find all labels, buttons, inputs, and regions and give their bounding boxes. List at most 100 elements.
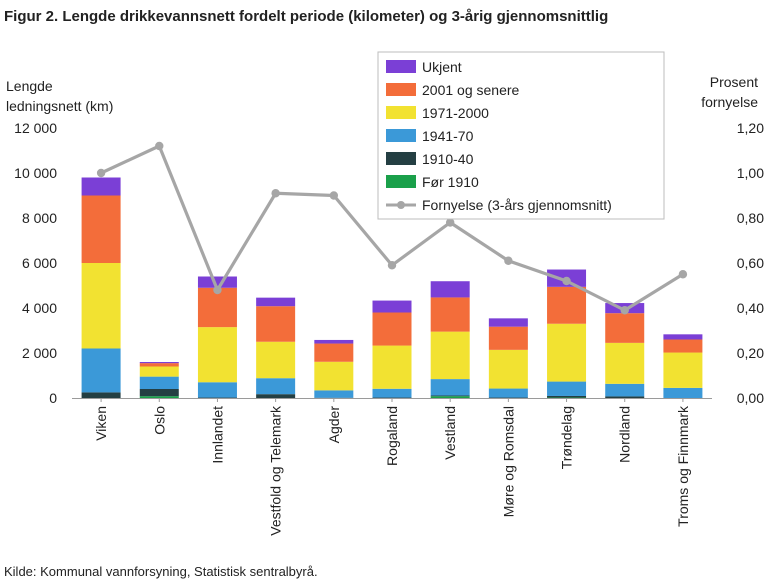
bar-segment [547, 323, 587, 382]
bar-segment [256, 378, 296, 395]
bar-segment [314, 361, 354, 391]
x-tick-label: Nordland [617, 406, 633, 463]
bar-segment [605, 313, 645, 343]
y-tick-label-left: 6 000 [22, 255, 57, 271]
source-note: Kilde: Kommunal vannforsyning, Statistis… [4, 564, 318, 579]
line-point [562, 276, 571, 286]
legend-swatch [386, 152, 416, 165]
bar-segment [372, 345, 412, 389]
bar-segment [430, 281, 470, 298]
bar-segment [256, 394, 296, 398]
legend-swatch-marker [397, 201, 405, 209]
x-tick-label: Innlandet [209, 406, 225, 464]
legend-label: 1971-2000 [422, 105, 489, 121]
bar-segment [663, 334, 703, 340]
y-tick-label-left: 0 [49, 390, 57, 406]
line-point [387, 261, 397, 270]
line-point [213, 285, 222, 295]
bar-segment [430, 379, 470, 396]
bar-segment [139, 366, 179, 377]
line-point [678, 270, 688, 279]
x-tick-label: Møre og Romsdal [500, 406, 516, 517]
legend-label: 2001 og senere [422, 82, 520, 98]
bar-segment [430, 331, 470, 380]
y-tick-label-right: 0,00 [737, 390, 764, 406]
bar-segment [197, 327, 237, 383]
bar-segment [197, 287, 237, 328]
bar-segment [663, 387, 703, 398]
y-axis-left-label: Lengde ledningsnett (km) [6, 76, 113, 116]
y-axis-left-label-line1: Lengde [6, 78, 53, 94]
bar-segment [81, 177, 121, 196]
bar-segment [547, 395, 587, 398]
bar-segment [488, 388, 528, 398]
y-tick-label-left: 12 000 [14, 120, 57, 136]
bar-segment [605, 383, 645, 397]
y-axis-right-label-line1: Prosent [709, 74, 758, 90]
y-axis-left-label-line2: ledningsnett (km) [6, 98, 114, 114]
bar-segment [430, 395, 470, 397]
x-tick-label: Viken [93, 406, 109, 441]
bar-segment [605, 396, 645, 398]
legend-swatch [386, 83, 416, 96]
bar-segment [81, 348, 121, 393]
bar-segment [81, 392, 121, 398]
bar-segment [256, 297, 296, 307]
x-tick-label: Troms og Finnmark [675, 405, 691, 527]
bar-segment [430, 396, 470, 398]
y-tick-label-right: 1,20 [737, 120, 764, 136]
bar-segment [314, 343, 354, 362]
x-tick-label: Rogaland [384, 406, 400, 466]
x-tick-label: Trøndelag [559, 406, 575, 469]
bar-segment [547, 381, 587, 396]
bar-segment [81, 263, 121, 349]
y-tick-label-right: 0,80 [737, 210, 764, 226]
bar-segment [488, 318, 528, 327]
line-point [96, 168, 106, 178]
legend-label: 1941-70 [422, 128, 474, 144]
bar-segment [256, 341, 296, 379]
bar-segment [139, 376, 179, 389]
line-point [155, 141, 164, 151]
y-tick-label-left: 10 000 [14, 165, 57, 181]
y-axis-right-label-line2: fornyelse [701, 94, 758, 110]
y-tick-label-right: 0,60 [737, 255, 764, 271]
bar-segment [139, 363, 179, 367]
bar-segment [314, 339, 354, 344]
line-point [329, 191, 339, 200]
y-tick-label-right: 1,00 [737, 165, 764, 181]
bar-segment [314, 390, 354, 398]
bar-segment [139, 389, 179, 397]
bar-segment [81, 195, 121, 263]
x-tick-label: Oslo [151, 406, 167, 435]
chart-title: Figur 2. Lengde drikkevannsnett fordelt … [4, 8, 609, 25]
legend-label: 1910-40 [422, 151, 474, 167]
bar-segment [372, 300, 412, 313]
legend-swatch [386, 60, 416, 73]
bar-segment [197, 276, 237, 288]
legend-swatch [386, 175, 416, 188]
bar-segment [372, 388, 412, 398]
y-tick-label-left: 2 000 [22, 345, 57, 361]
bar-segment [488, 326, 528, 350]
x-tick-label: Vestfold og Telemark [268, 405, 284, 536]
bar-segment [605, 342, 645, 384]
y-tick-label-right: 0,40 [737, 300, 764, 316]
bar-segment [663, 352, 703, 388]
bar-segment [139, 362, 179, 364]
x-tick-label: Agder [326, 406, 342, 444]
legend-label: Ukjent [422, 59, 462, 75]
bar-segment [139, 396, 179, 398]
y-tick-label-left: 4 000 [22, 300, 57, 316]
bar-segment [488, 349, 528, 389]
y-axis-right-label: Prosent fornyelse [701, 72, 758, 112]
x-tick-label: Vestland [442, 406, 458, 460]
bar-segment [197, 382, 237, 398]
line-point [445, 218, 455, 227]
line-point [271, 189, 280, 198]
bar-segment [372, 312, 412, 346]
line-point [504, 256, 513, 265]
line-point [620, 306, 629, 315]
y-tick-label-left: 8 000 [22, 210, 57, 226]
